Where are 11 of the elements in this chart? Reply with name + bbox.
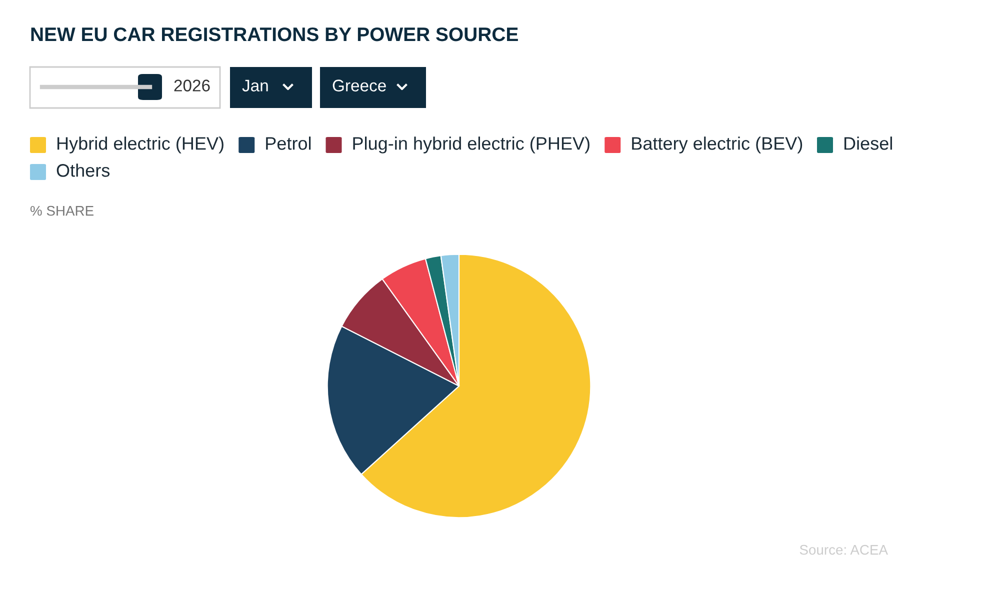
chart-title: NEW EU CAR REGISTRATIONS BY POWER SOURCE — [31, 27, 518, 42]
text: % SHARE — [30, 206, 94, 216]
legend-label: Diesel — [844, 136, 892, 150]
legend-label: Hybrid electric (HEV) — [57, 136, 224, 154]
legend-label: Battery electric (BEV) — [632, 136, 802, 154]
legend-label: Petrol — [266, 136, 311, 150]
legend-label: Plug-in hybrid electric (PHEV) — [353, 136, 590, 154]
legend-label: Others — [56, 164, 110, 177]
text: 2026 — [174, 80, 210, 92]
text: Greece — [332, 80, 386, 92]
text: Jan — [242, 80, 268, 92]
